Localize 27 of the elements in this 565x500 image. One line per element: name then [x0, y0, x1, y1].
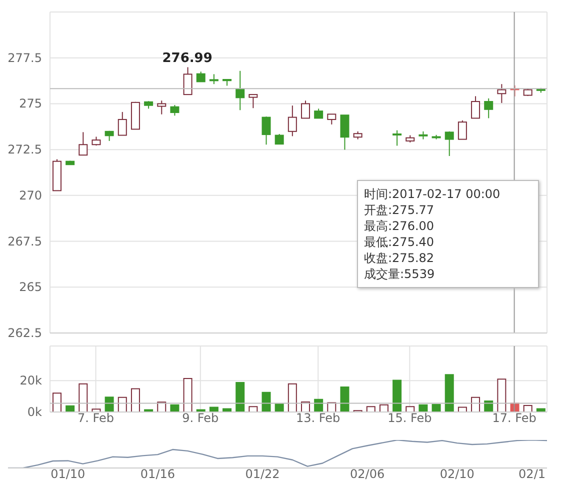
x-tick-label: 02/1 [518, 467, 546, 481]
x-tick-label: 15. Feb [388, 411, 432, 425]
x-tick-label: 7. Feb [78, 411, 114, 425]
annotation: 时间:2017-02-17 00:00 [364, 186, 502, 202]
x-tick-label: 01/16 [140, 467, 176, 481]
annotation: 收盘:275.82 [364, 250, 436, 266]
y-tick-label: 267.5 [8, 234, 42, 248]
x-tick-label: 01/10 [50, 467, 86, 481]
annotation: 276.99 [162, 51, 212, 66]
y-tick-label: 262.5 [8, 326, 42, 340]
y-tick-label: 265 [19, 280, 42, 294]
annotation: 最高:276.00 [364, 218, 436, 234]
y-tick-label: 20k [20, 374, 42, 388]
x-tick-label: 02/06 [350, 467, 385, 481]
x-tick-label: 17. Feb [492, 411, 536, 425]
x-tick-label: 9. Feb [182, 411, 219, 425]
annotation: 开盘:275.77 [364, 202, 436, 218]
y-tick-label: 0k [27, 405, 42, 419]
x-tick-label: 01/22 [245, 467, 280, 481]
y-tick-label: 275 [19, 96, 42, 111]
y-tick-label: 277.5 [8, 50, 42, 65]
y-tick-label: 272.5 [8, 142, 42, 157]
annotation: 最低:275.40 [364, 234, 436, 250]
y-tick-label: 270 [19, 188, 42, 202]
x-tick-label: 02/10 [440, 467, 474, 481]
x-tick-label: 13. Feb [296, 411, 340, 425]
annotation: 成交量:5539 [364, 266, 436, 282]
